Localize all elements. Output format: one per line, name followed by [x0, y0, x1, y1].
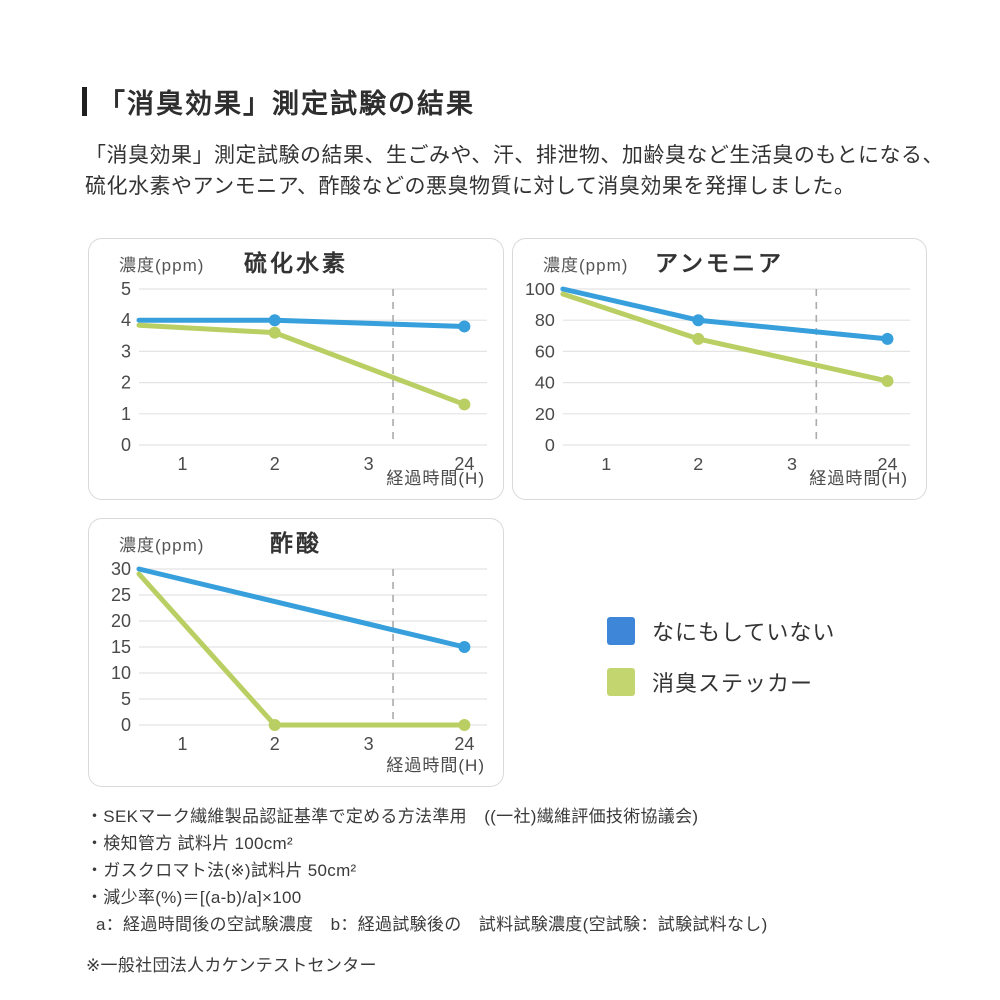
footnote-line-3: ・ガスクロマト法(※)試料片 50cm²: [86, 861, 357, 880]
svg-text:4: 4: [121, 310, 131, 330]
line-plot-hydrogen-sulfide: 5 4 3 2 1 0 1 2 3 24: [121, 279, 487, 474]
legend-label-untreated: なにもしていない: [652, 620, 836, 645]
svg-text:3: 3: [787, 454, 797, 474]
footnote-sub-line: a：経過時間後の空試験濃度 b：経過試験後の 試料試験濃度(空試験：試験試料なし…: [96, 915, 768, 934]
footnote-line-4: ・減少率(%)＝[(a-b)/a]×100: [86, 888, 302, 907]
chart-title-hydrogen-sulfide: 硫化水素: [244, 250, 348, 276]
svg-text:1: 1: [177, 734, 187, 754]
page-heading: 「消臭効果」測定試験の結果: [82, 82, 475, 121]
intro-line-2: 硫化水素やアンモニア、酢酸などの悪臭物質に対して消臭効果を発揮しました。: [85, 175, 856, 198]
svg-text:5: 5: [121, 689, 131, 709]
footnote-line-2: ・検知管方 試料片 100cm²: [86, 834, 293, 853]
intro-line-1: 「消臭効果」測定試験の結果、生ごみや、汗、排泄物、加齢臭など生活臭のもとになる、: [85, 144, 944, 167]
title-accent-bar: [82, 87, 87, 116]
legend-swatch-green: [607, 668, 635, 696]
svg-text:3: 3: [121, 341, 131, 361]
svg-text:1: 1: [121, 404, 131, 424]
x-axis-label: 経過時間(H): [386, 469, 485, 488]
svg-text:80: 80: [535, 310, 555, 330]
svg-text:20: 20: [111, 611, 131, 631]
chart-title-ammonia: アンモニア: [654, 250, 785, 276]
svg-text:2: 2: [270, 734, 280, 754]
x-axis-label: 経過時間(H): [386, 756, 485, 775]
legend-item-deodorant-sticker: 消臭ステッカー: [607, 666, 835, 698]
svg-text:2: 2: [121, 373, 131, 393]
svg-text:100: 100: [525, 279, 555, 299]
line-plot-acetic-acid: 30 25 20 15 10 5 0 1 2 3 24: [111, 559, 487, 754]
svg-text:40: 40: [535, 373, 555, 393]
chart-panel-hydrogen-sulfide: 濃度(ppm) 硫化水素 5 4 3 2 1 0 1 2 3 24 経過時間(H): [88, 238, 504, 500]
svg-text:5: 5: [121, 279, 131, 299]
svg-text:10: 10: [111, 663, 131, 683]
page-title: 「消臭効果」測定試験の結果: [98, 89, 475, 119]
svg-text:15: 15: [111, 637, 131, 657]
x-axis-label: 経過時間(H): [809, 469, 908, 488]
svg-text:24: 24: [454, 454, 474, 474]
svg-text:2: 2: [693, 454, 703, 474]
footnote-source: ※一般社団法人カケンテストセンター: [86, 956, 377, 975]
line-plot-ammonia: 100 80 60 40 20 0 1 2 3 24: [525, 279, 911, 474]
svg-text:24: 24: [454, 734, 474, 754]
svg-text:30: 30: [111, 559, 131, 579]
legend-label-deodorant-sticker: 消臭ステッカー: [652, 671, 814, 696]
y-axis-unit-label: 濃度(ppm): [119, 256, 205, 275]
svg-text:3: 3: [364, 734, 374, 754]
legend-item-untreated: なにもしていない: [607, 615, 835, 647]
intro-paragraph: 「消臭効果」測定試験の結果、生ごみや、汗、排泄物、加齢臭など生活臭のもとになる、…: [85, 140, 944, 202]
svg-text:1: 1: [601, 454, 611, 474]
svg-text:1: 1: [177, 454, 187, 474]
svg-text:24: 24: [877, 454, 897, 474]
svg-text:0: 0: [545, 435, 555, 455]
footnote-line-1: ・SEKマーク繊維製品認証基準で定める方法準用 ((一社)繊維評価技術協議会): [86, 807, 699, 826]
chart-panel-acetic-acid: 濃度(ppm) 酢酸 30 25 20 15 10 5 0 1 2 3 24 経過時間(H): [88, 518, 504, 787]
svg-text:20: 20: [535, 404, 555, 424]
svg-text:0: 0: [121, 715, 131, 735]
chart-panel-ammonia: 濃度(ppm) アンモニア 100 80 60 40 20 0 1 2 3 24 経過時間(H): [512, 238, 927, 500]
y-axis-unit-label: 濃度(ppm): [543, 256, 629, 275]
legend: なにもしていない 消臭ステッカー: [607, 615, 835, 717]
footnotes: ・SEKマーク繊維製品認証基準で定める方法準用 ((一社)繊維評価技術協議会) …: [86, 803, 768, 979]
svg-text:25: 25: [111, 585, 131, 605]
y-axis-unit-label: 濃度(ppm): [119, 536, 205, 555]
svg-text:60: 60: [535, 341, 555, 361]
svg-text:3: 3: [364, 454, 374, 474]
chart-title-acetic-acid: 酢酸: [270, 530, 322, 556]
svg-text:0: 0: [121, 435, 131, 455]
legend-swatch-blue: [607, 617, 635, 645]
svg-text:2: 2: [270, 454, 280, 474]
